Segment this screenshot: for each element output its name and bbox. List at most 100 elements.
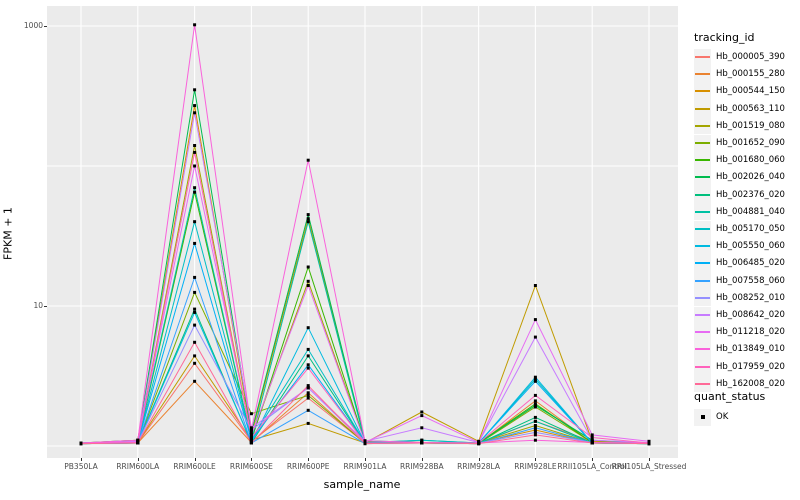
legend-item: Hb_017959_020: [694, 358, 785, 376]
data-point: [533, 403, 537, 407]
data-point: [193, 111, 197, 115]
data-point: [306, 366, 310, 370]
series-line-icon: [695, 228, 710, 230]
legend-label: Hb_011218_020: [716, 327, 785, 338]
legend-label: Hb_013849_010: [716, 344, 785, 355]
legend-key: [694, 220, 711, 238]
series-line-icon: [695, 107, 710, 110]
data-point: [306, 393, 310, 397]
legend-key: [694, 65, 711, 83]
legend-item: Hb_005170_050: [694, 220, 785, 238]
legend-label: Hb_008252_010: [716, 292, 785, 303]
data-point: [249, 412, 253, 416]
data-point: [136, 441, 140, 445]
data-point: [306, 363, 310, 367]
y-tick-label-1000: 1000: [23, 21, 43, 30]
series-line-icon: [695, 176, 710, 179]
series-line-icon: [695, 56, 710, 58]
data-point: [477, 442, 481, 446]
x-tick-label: RRIM600LE: [173, 462, 216, 471]
legend-key: [694, 151, 711, 169]
plot-area: [47, 6, 678, 458]
point-marker-icon: [700, 415, 705, 419]
data-point: [193, 361, 197, 365]
y-axis-title: FPKM + 1: [1, 207, 15, 260]
y-tickmark: [44, 305, 47, 307]
x-tick-label: RRII105LA_Stressed: [611, 462, 687, 471]
legend-key: [694, 358, 711, 376]
legend-label: Hb_000563_110: [716, 103, 785, 114]
x-tickmark: [251, 458, 253, 461]
legend-label: Hb_000005_390: [716, 52, 785, 62]
legend-item: Hb_002376_020: [694, 186, 785, 204]
x-tickmark: [81, 458, 82, 461]
panel-background: [47, 6, 678, 458]
data-point: [590, 441, 594, 445]
x-tick-label: RRIM928BA: [399, 462, 444, 471]
data-point: [533, 430, 537, 434]
data-point: [249, 438, 253, 442]
data-point: [306, 354, 310, 358]
legend-label: Hb_002376_020: [716, 189, 785, 200]
data-point: [193, 186, 197, 190]
data-point: [306, 220, 310, 224]
x-tickmark: [421, 458, 423, 461]
data-point: [193, 354, 197, 358]
series-line-icon: [695, 159, 710, 162]
legend-item: Hb_000155_280: [694, 65, 785, 83]
legend-item: Hb_005550_060: [694, 237, 785, 255]
data-point: [249, 433, 253, 437]
legend-key: [694, 48, 711, 66]
data-point: [533, 377, 537, 381]
legend-label: Hb_005170_050: [716, 224, 785, 234]
data-point: [647, 442, 651, 446]
legend-label: Hb_001652_090: [716, 138, 785, 148]
x-tick-label: RRII105LA_Control: [557, 462, 627, 471]
data-point: [533, 405, 537, 409]
series-line-icon: [695, 279, 710, 282]
data-point: [533, 415, 537, 419]
data-point: [306, 158, 310, 162]
legend-label: Hb_007558_060: [716, 275, 785, 286]
data-point: [193, 190, 197, 194]
x-axis-title: sample_name: [323, 478, 401, 491]
data-point: [306, 265, 310, 269]
legend-key: [694, 82, 711, 100]
legend-item: Hb_162008_020: [694, 375, 785, 393]
legend-item-ok: OK: [694, 408, 729, 426]
legend-key: [694, 203, 711, 221]
legend-item: Hb_011218_020: [694, 323, 785, 341]
legend-item: Hb_002026_040: [694, 168, 785, 186]
legend-label: Hb_006485_020: [716, 258, 785, 269]
legend-label-ok: OK: [716, 412, 729, 422]
legend-item: Hb_004881_040: [694, 203, 785, 221]
data-point: [193, 23, 197, 27]
data-point: [306, 396, 310, 400]
data-point: [420, 438, 424, 442]
x-tickmark: [649, 458, 650, 461]
data-point: [533, 399, 537, 403]
data-point: [193, 290, 197, 294]
data-point: [533, 428, 537, 432]
legend-key: [694, 323, 711, 341]
legend-key: [694, 289, 711, 307]
data-point: [193, 379, 197, 383]
x-tick-label: RRIM600LA: [116, 462, 160, 471]
legend-key: [694, 254, 711, 272]
data-point: [306, 279, 310, 283]
data-point: [306, 347, 310, 351]
legend-item: Hb_000005_390: [694, 48, 785, 66]
series-line-icon: [695, 331, 710, 334]
data-point: [306, 384, 310, 388]
legend-title-quant-status: quant_status: [694, 390, 766, 403]
data-point: [193, 241, 197, 245]
series-line-icon: [695, 348, 710, 351]
data-point: [590, 438, 594, 442]
x-tick-label: RRIM928LE: [514, 462, 557, 471]
data-point: [533, 335, 537, 339]
data-point: [420, 410, 424, 414]
series-line-icon: [695, 314, 710, 316]
data-point: [193, 275, 197, 279]
data-point: [249, 426, 253, 430]
data-point: [193, 144, 197, 147]
